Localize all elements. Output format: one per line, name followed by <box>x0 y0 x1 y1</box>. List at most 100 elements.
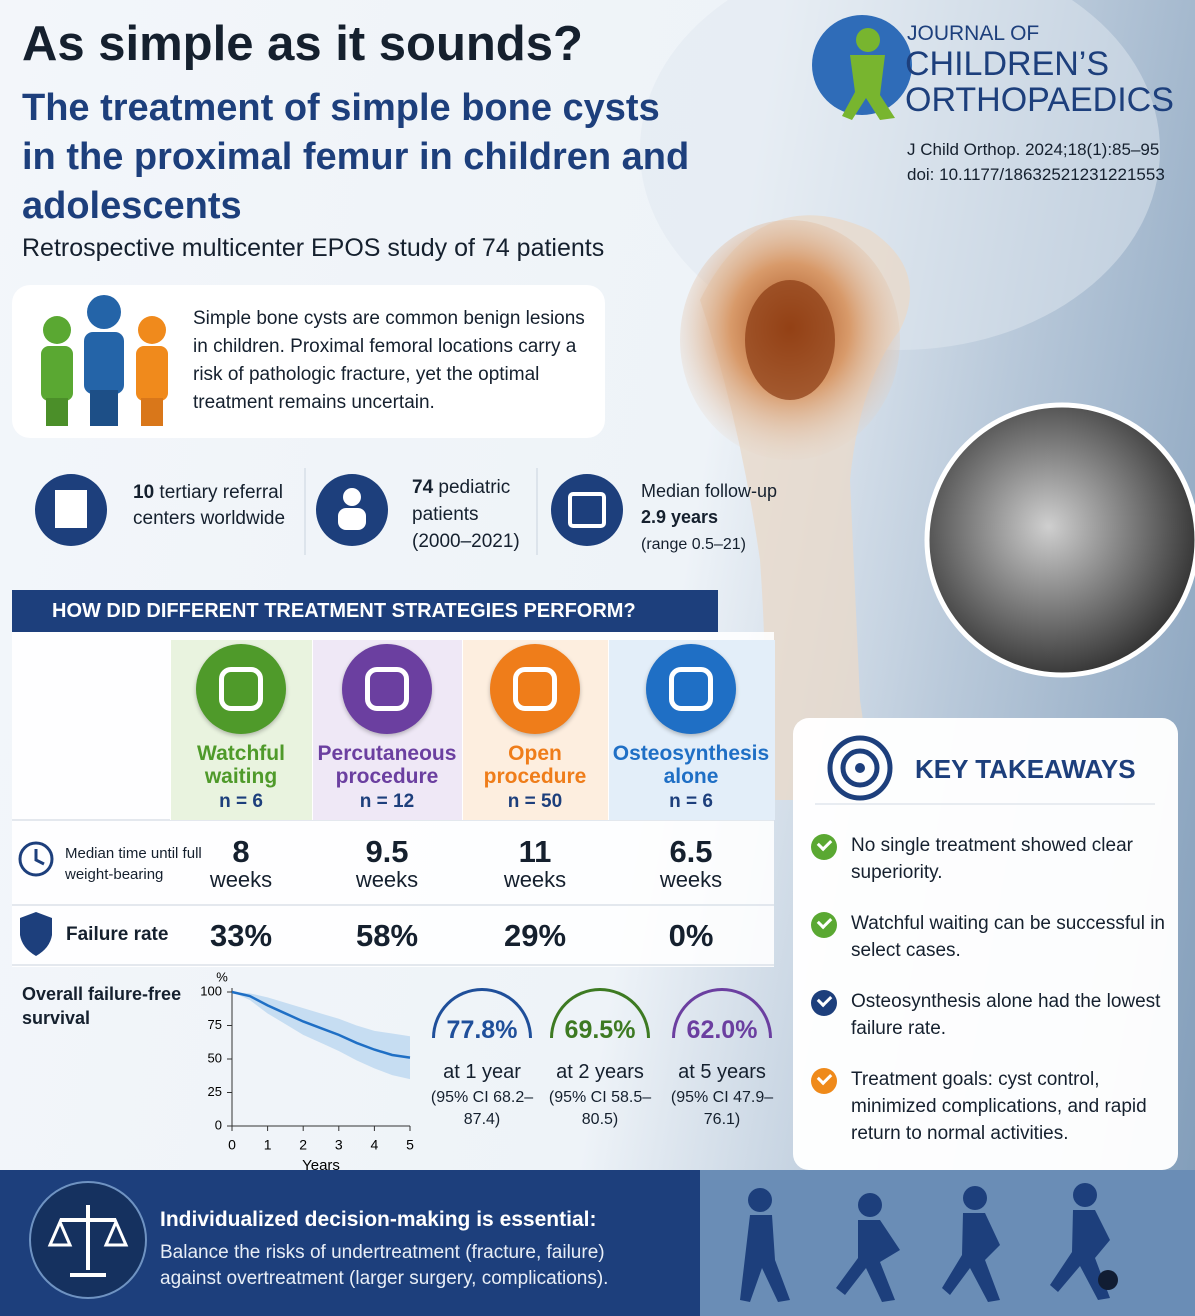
target-icon <box>840 748 880 788</box>
table-heading: HOW DID DIFFERENT TREATMENT STRATEGIES P… <box>12 590 718 632</box>
cyst-core <box>745 280 835 400</box>
clock-icon <box>18 841 54 877</box>
kid-icon <box>141 398 163 426</box>
x-tick-label: 5 <box>406 1137 414 1153</box>
group-icon <box>490 644 580 734</box>
stat: 74 pediatric patients (2000–2021) <box>412 474 537 555</box>
time-unit: weeks <box>355 867 419 892</box>
kid-icon <box>87 295 121 329</box>
group-icon-glyph <box>513 667 557 711</box>
time-value: 11 <box>518 834 552 869</box>
scale-icon <box>47 1218 129 1247</box>
group-name: Watchful waiting <box>197 742 285 788</box>
y-tick-label: 100 <box>200 983 222 998</box>
group-icon-glyph <box>365 667 409 711</box>
takeaways-title: KEY TAKEAWAYS <box>915 754 1136 784</box>
row-label: Median time until full weight-bearing <box>65 845 202 883</box>
survival-label: Overall failure-free survival <box>22 984 182 1028</box>
milestone-label: at 5 years <box>678 1061 766 1083</box>
title: As simple as it sounds? <box>22 17 583 71</box>
check-icon <box>811 990 837 1016</box>
group-name: Open procedure <box>483 742 587 788</box>
milestone-value: 77.8% <box>446 1016 518 1044</box>
stat-number: 2.9 years <box>641 507 719 527</box>
failure-value: 58% <box>355 918 419 953</box>
stat-label: Median follow-up <box>641 481 778 501</box>
failure-value: 0% <box>668 918 714 953</box>
takeaway-text: Watchful waiting can be successful in se… <box>851 913 1166 961</box>
time-value: 9.5 <box>365 834 409 869</box>
group-n: n = 12 <box>359 791 415 812</box>
target-icon <box>855 763 865 773</box>
stat-note: (range 0.5–21) <box>641 536 746 553</box>
x-tick-label: 4 <box>371 1137 379 1153</box>
journal-line: CHILDREN’S <box>905 45 1110 83</box>
milestone-ci: (95% CI 68.2–87.4) <box>430 1089 534 1128</box>
stat-text: tertiary referral centers worldwide <box>133 482 286 529</box>
survival-line <box>231 990 411 1059</box>
kid-icon <box>136 346 168 401</box>
y-axis-label: % <box>216 969 228 984</box>
footer-title: Individualized decision-making is essent… <box>160 1208 597 1231</box>
journal-line: JOURNAL OF <box>907 22 1040 45</box>
calendar-icon <box>568 492 606 528</box>
takeaway-text: No single treatment showed clear superio… <box>851 835 1133 883</box>
time-unit: weeks <box>503 867 567 892</box>
time-value: 8 <box>232 834 250 869</box>
stat: 10 tertiary referral centers worldwide <box>133 480 298 532</box>
time-value: 6.5 <box>669 834 713 869</box>
milestone-ci: (95% CI 58.5–80.5) <box>548 1089 652 1128</box>
check-icon <box>811 912 837 938</box>
xray-image <box>924 402 1195 678</box>
y-tick-label: 75 <box>208 1017 222 1032</box>
group-name: Osteosynthesis alone <box>612 742 770 788</box>
y-tick-label: 25 <box>208 1084 222 1099</box>
hospital-icon <box>55 490 87 528</box>
kid-icon <box>46 398 68 426</box>
row-label: Failure rate <box>66 924 169 945</box>
check-icon <box>811 1068 837 1094</box>
milestone-label: at 1 year <box>443 1061 521 1083</box>
group-n: n = 6 <box>219 791 263 812</box>
group-icon-glyph <box>669 667 713 711</box>
kid-icon <box>84 332 124 394</box>
y-tick-label: 50 <box>208 1050 222 1065</box>
runners <box>740 1183 1118 1302</box>
check-icon <box>811 834 837 860</box>
survival-chart: 0 25 50 75 100 0 1 2 3 4 5% Years <box>200 969 414 1174</box>
clock-icon <box>34 849 45 866</box>
stat-text: pediatric patients <box>412 477 511 525</box>
time-unit: weeks <box>659 867 723 892</box>
subtitle: The treatment of simple bone cysts in th… <box>22 87 690 227</box>
logo-figure-head <box>856 28 880 52</box>
doi: doi: 10.1177/18632521231221553 <box>907 165 1165 184</box>
stat-number: 10 <box>133 482 155 503</box>
confidence-band <box>232 992 410 1080</box>
calendar-icon <box>551 474 623 546</box>
group-n: n = 50 <box>507 791 563 812</box>
x-tick-label: 3 <box>335 1137 343 1153</box>
citation: J Child Orthop. 2024;18(1):85–95 <box>907 140 1160 159</box>
group-icon <box>196 644 286 734</box>
group-icon-glyph <box>219 667 263 711</box>
kid-icon <box>90 390 118 426</box>
kid-icon <box>138 316 166 344</box>
milestone-value: 62.0% <box>686 1016 758 1044</box>
stat-note: (2000–2021) <box>412 531 520 552</box>
stat: Median follow-up 2.9 years (range 0.5–21… <box>641 478 801 558</box>
milestone-value: 69.5% <box>564 1016 636 1044</box>
failure-value: 29% <box>503 918 567 953</box>
patients-icon <box>338 508 366 530</box>
group-icon <box>342 644 432 734</box>
x-axis-label: Years <box>302 1157 340 1174</box>
intro-text: Simple bone cysts are common benign lesi… <box>193 308 585 413</box>
target-icon <box>827 735 893 801</box>
time-unit: weeks <box>209 867 273 892</box>
group-icon <box>646 644 736 734</box>
logo-figure <box>842 55 895 120</box>
shield-icon <box>20 912 52 956</box>
takeaway-text: Treatment goals: cyst control, minimized… <box>851 1069 1147 1144</box>
patients-icon <box>343 488 361 506</box>
